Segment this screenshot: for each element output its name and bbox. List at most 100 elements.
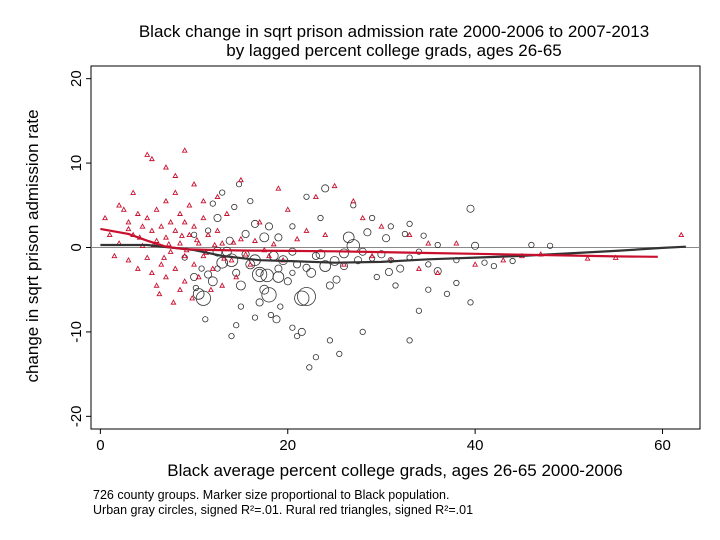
rural-point <box>153 206 160 212</box>
urban-point <box>192 284 199 292</box>
urban-point <box>321 184 330 193</box>
urban-point <box>264 222 273 231</box>
urban-point <box>267 311 274 319</box>
urban-point <box>283 277 292 286</box>
urban-point <box>207 276 218 287</box>
y-axis: -20 -10 0 10 20 <box>68 70 91 427</box>
rural-point <box>172 172 179 178</box>
footnote-line-1: 726 county groups. Marker size proportio… <box>93 488 449 502</box>
rural-point <box>584 255 591 261</box>
urban-point <box>259 232 270 243</box>
urban-point <box>359 328 366 335</box>
rural-point <box>189 295 196 301</box>
rural-point <box>221 255 228 261</box>
rural-point <box>195 240 202 246</box>
x-axis: 0 20 40 60 <box>96 429 671 454</box>
urban-point <box>373 273 380 281</box>
rural-point <box>200 252 207 259</box>
rural-point <box>209 265 216 271</box>
rural-point <box>500 257 507 263</box>
urban-point <box>306 267 317 278</box>
rural-point <box>178 232 185 238</box>
y-tick-label: 0 <box>68 243 85 251</box>
urban-point <box>387 223 394 230</box>
rural-point <box>214 227 221 233</box>
rural-point <box>472 261 479 267</box>
rural-point <box>191 261 198 267</box>
urban-point <box>368 214 376 222</box>
urban-point <box>401 230 408 238</box>
x-tick-label: 0 <box>96 437 104 454</box>
rural-point <box>125 257 132 263</box>
urban-point <box>315 249 326 260</box>
rural-point <box>251 237 258 243</box>
rural-point <box>237 176 244 183</box>
rural-point <box>678 231 685 238</box>
rural-point <box>219 282 226 288</box>
rural-point <box>170 299 177 305</box>
rural-point <box>177 286 183 292</box>
rural-point <box>161 254 168 260</box>
rural-point <box>331 182 338 189</box>
urban-point <box>195 290 211 306</box>
rural-point <box>195 273 202 280</box>
urban-point <box>274 264 283 273</box>
rural-point <box>256 219 263 225</box>
urban-point <box>289 269 296 276</box>
urban-point <box>396 264 405 273</box>
urban-fit-line <box>100 243 686 264</box>
rural-point <box>270 240 277 247</box>
urban-point <box>325 281 334 290</box>
urban-point <box>425 261 432 268</box>
urban-point <box>237 303 244 310</box>
urban-point <box>384 267 393 276</box>
urban-point <box>467 299 474 306</box>
rural-point <box>294 235 301 242</box>
rural-point <box>181 219 188 225</box>
urban-point <box>191 231 198 238</box>
urban-point <box>233 322 240 329</box>
urban-point <box>231 203 238 211</box>
urban-point <box>326 337 333 344</box>
rural-point <box>425 240 432 246</box>
fit-lines-group <box>100 227 686 264</box>
urban-point <box>490 262 497 270</box>
rural-point <box>186 231 193 238</box>
rural-point <box>153 237 160 243</box>
chart-title-line-2: by lagged percent college grads, ages 26… <box>226 41 562 60</box>
urban-point <box>204 270 213 279</box>
rural-point <box>158 261 165 267</box>
urban-point <box>219 189 226 196</box>
rural-fit-line <box>100 227 658 258</box>
rural-point <box>223 210 230 216</box>
y-tick-label: 10 <box>68 155 85 172</box>
rural-point <box>139 223 146 229</box>
rural-point <box>247 261 254 267</box>
urban-point <box>342 231 355 244</box>
urban-point <box>228 332 235 340</box>
rural-point <box>191 181 198 187</box>
urban-point <box>212 246 223 257</box>
urban-point <box>339 248 349 259</box>
rural-point <box>200 214 207 221</box>
urban-point <box>336 350 343 357</box>
urban-point <box>466 204 475 213</box>
rural-point <box>130 189 137 195</box>
rural-point <box>191 223 198 229</box>
rural-point <box>120 206 127 212</box>
rural-point <box>111 252 118 259</box>
urban-point <box>274 233 283 242</box>
urban-point <box>406 337 413 344</box>
rural-point <box>106 231 113 238</box>
rural-point <box>144 214 151 221</box>
urban-point <box>272 271 285 283</box>
chart-title-line-1: Black change in sqrt prison admission ra… <box>139 22 649 41</box>
urban-point <box>209 200 216 207</box>
rural-point <box>453 240 460 246</box>
rural-point <box>162 164 169 170</box>
rural-point <box>406 231 413 238</box>
urban-point <box>255 298 264 307</box>
rural-point <box>177 210 183 216</box>
urban-point <box>216 256 229 269</box>
